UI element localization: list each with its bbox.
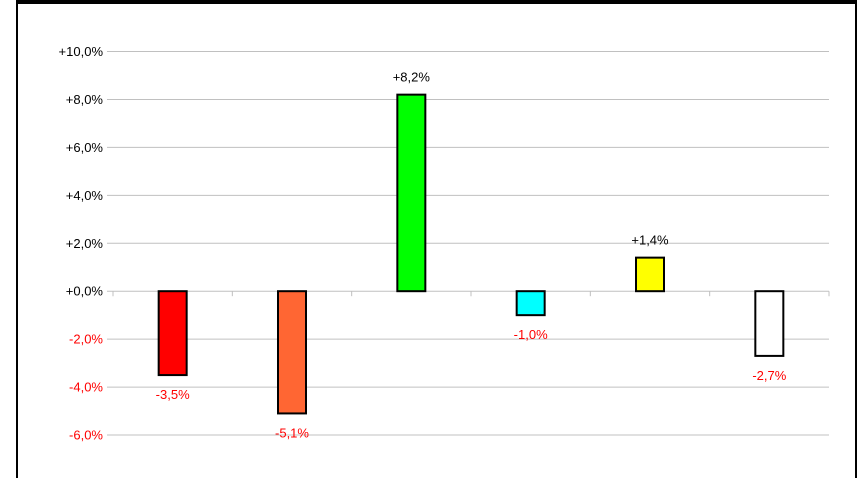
bar-3: [396, 93, 427, 293]
y-tick-label: +2,0%: [66, 236, 104, 251]
gridlines: [107, 51, 830, 436]
frame-right-border: [855, 0, 866, 478]
data-label-5: +1,4%: [631, 233, 669, 248]
data-label-4: -1,0%: [514, 327, 548, 342]
y-tick-label: +0,0%: [66, 284, 104, 299]
bar-2: [277, 290, 307, 415]
bar-1: [157, 290, 188, 377]
y-tick-label: -4,0%: [69, 380, 103, 395]
bar-6: [754, 290, 785, 357]
data-label-2: -5,1%: [275, 425, 309, 440]
data-label-6: -2,7%: [752, 368, 786, 383]
bar-4: [515, 290, 546, 317]
frame-top-border: [0, 0, 866, 4]
data-label-1: -3,5%: [156, 387, 190, 402]
frame-left-border: [0, 0, 18, 478]
y-tick-label: +8,0%: [66, 92, 104, 107]
y-tick-label: -6,0%: [69, 428, 103, 443]
data-label-3: +8,2%: [393, 70, 431, 85]
y-tick-label: +6,0%: [66, 140, 104, 155]
y-axis-tick-labels: +10,0% +8,0% +6,0% +4,0% +2,0% +0,0% -2,0% -4,0…: [59, 44, 104, 443]
y-tick-label: -2,0%: [69, 332, 103, 347]
data-labels: -3,5% -5,1% +8,2% -1,0% +1,4% -2,7%: [156, 70, 787, 441]
bars: [157, 93, 785, 415]
y-tick-label: +10,0%: [59, 44, 104, 59]
y-tick-label: +4,0%: [66, 188, 104, 203]
bar-5: [635, 256, 665, 293]
